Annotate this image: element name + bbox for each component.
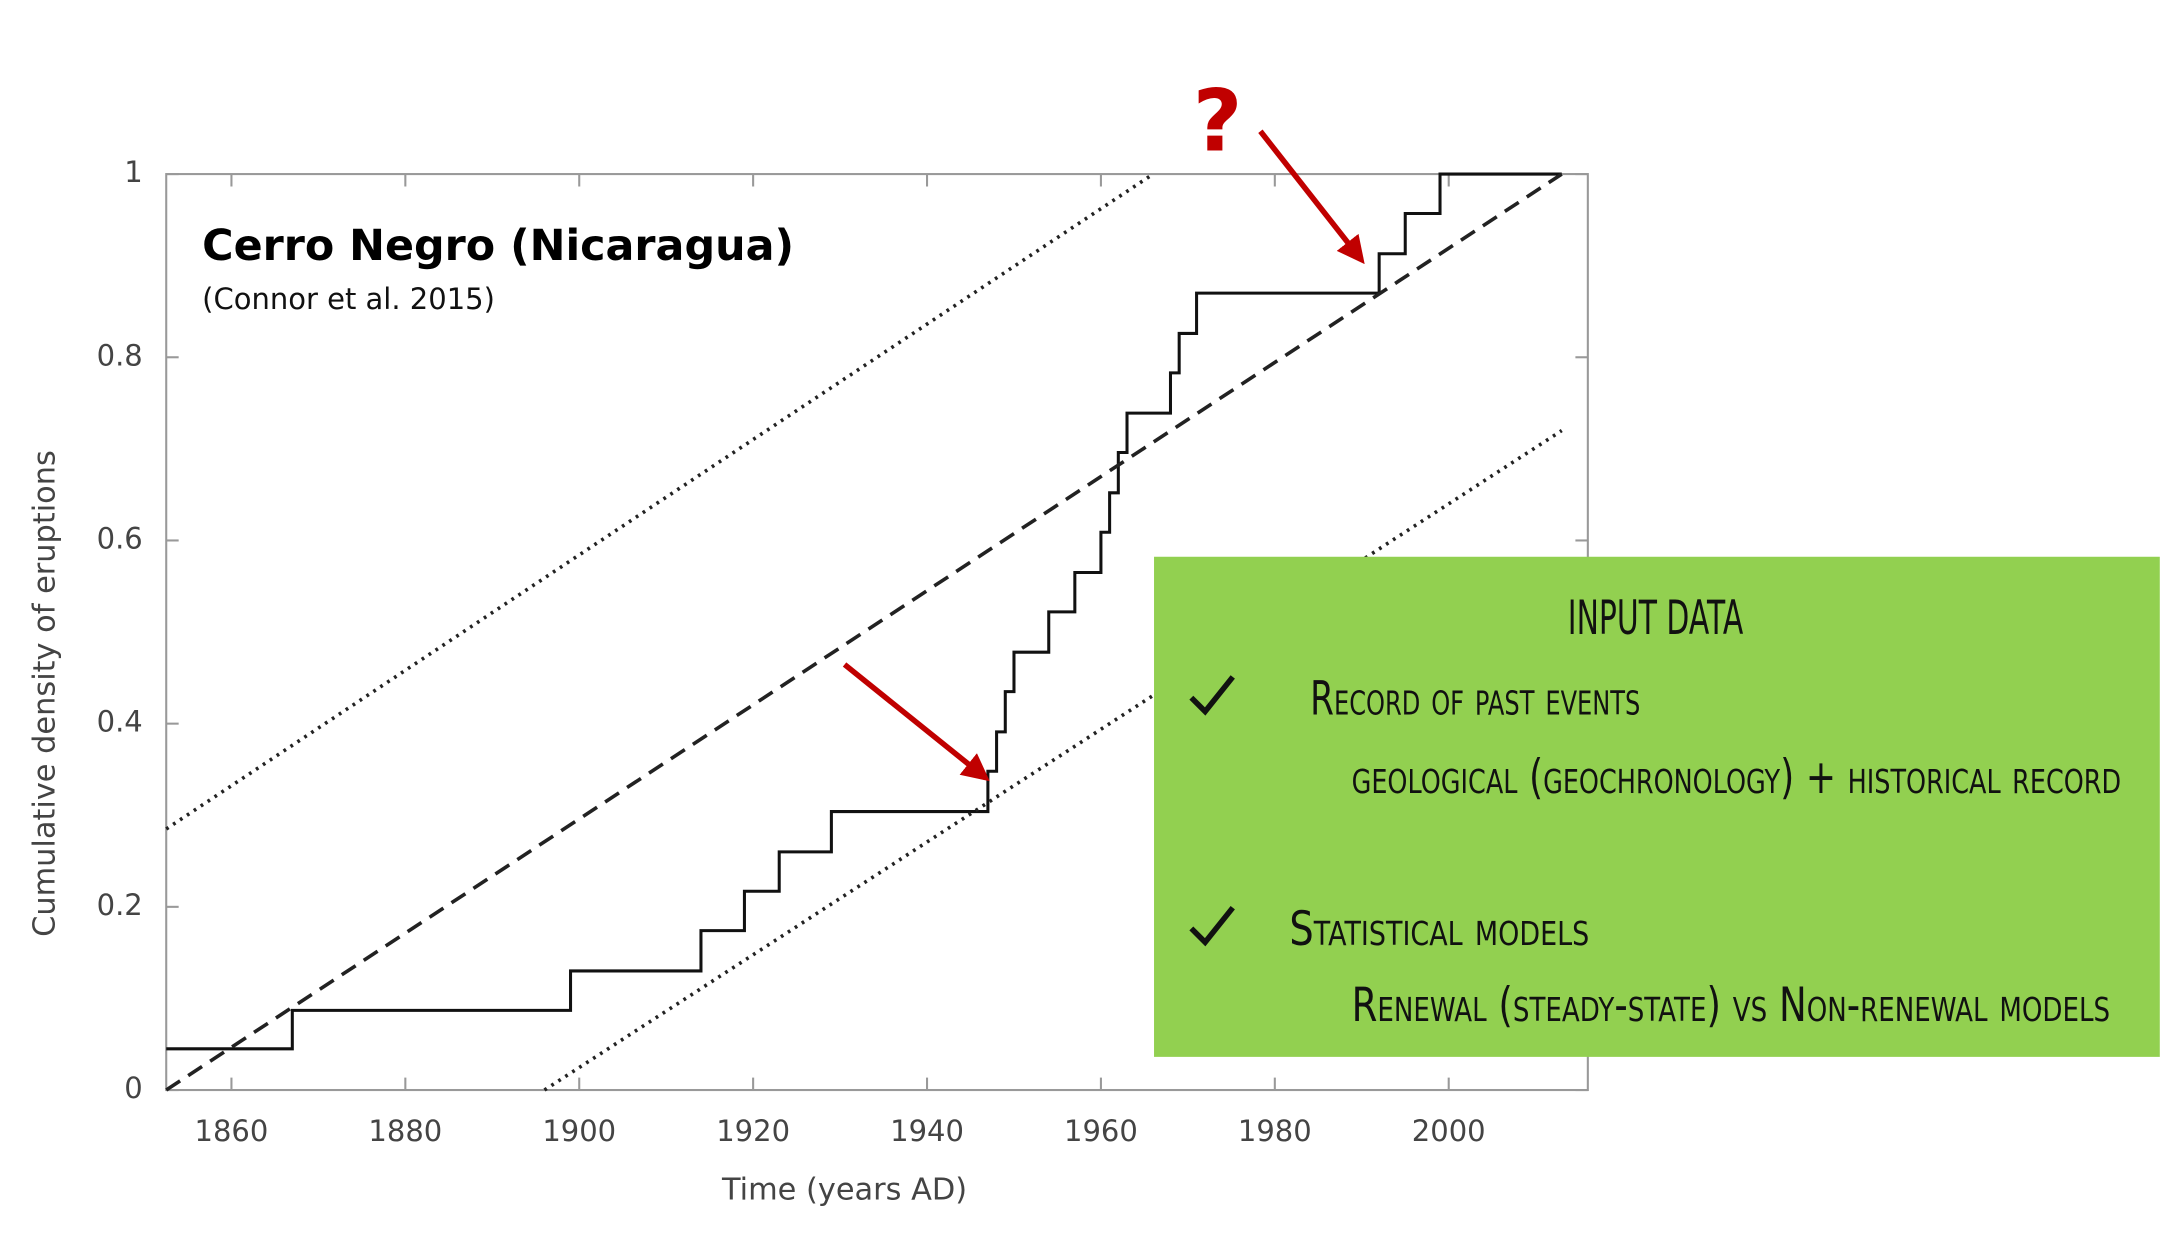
panel-title: INPUT DATA <box>1568 591 1743 646</box>
chart-subtitle: (Connor et al. 2015) <box>202 282 495 316</box>
check-icon <box>1189 905 1235 947</box>
y-tick-label: 0.2 <box>97 888 143 922</box>
y-tick-label: 0 <box>124 1071 142 1105</box>
series-line <box>543 429 1563 1092</box>
x-tick-label: 1920 <box>716 1114 790 1148</box>
y-tick-label: 0.8 <box>97 338 143 372</box>
y-tick-label: 0.4 <box>97 705 143 739</box>
chart-title: Cerro Negro (Nicaragua) <box>202 221 794 271</box>
check-icon <box>1189 675 1235 716</box>
x-tick-label: 1980 <box>1238 1114 1312 1148</box>
x-tick-label: 1860 <box>195 1114 269 1148</box>
arrow <box>842 662 990 782</box>
panel-background <box>1154 556 2160 1057</box>
input-panel: INPUT DATA Record of past events geologi… <box>1154 556 2160 1057</box>
panel-heading: Statistical models <box>1289 902 1589 957</box>
x-axis-label: Time (years AD) <box>721 1172 967 1207</box>
series-line <box>166 172 1562 1051</box>
panel-detail: geological (geochronology) + historical … <box>1352 750 2122 805</box>
x-tick-label: 2000 <box>1412 1114 1486 1148</box>
x-tick-label: 1900 <box>542 1114 616 1148</box>
series-line <box>165 172 1563 1092</box>
y-tick-label: 1 <box>124 155 142 189</box>
x-tick-label: 1960 <box>1064 1114 1138 1148</box>
panel-detail: Renewal (steady-state) vs Non-renewal mo… <box>1352 978 2110 1033</box>
x-tick-label: 1880 <box>368 1114 442 1148</box>
annotation: ? <box>1193 72 1243 172</box>
y-axis-label: Cumulative density of eruptions <box>28 450 63 937</box>
plot-area: 0 0.2 0.4 0.6 0.8 1 1860 1880 1900 1920 1940 1960 19… <box>97 155 1588 1148</box>
y-tick-label: 0.6 <box>97 521 143 555</box>
panel-heading: Record of past events <box>1310 671 1640 726</box>
series-line <box>165 172 1155 831</box>
arrow <box>1258 129 1365 265</box>
x-tick-label: 1940 <box>890 1114 964 1148</box>
